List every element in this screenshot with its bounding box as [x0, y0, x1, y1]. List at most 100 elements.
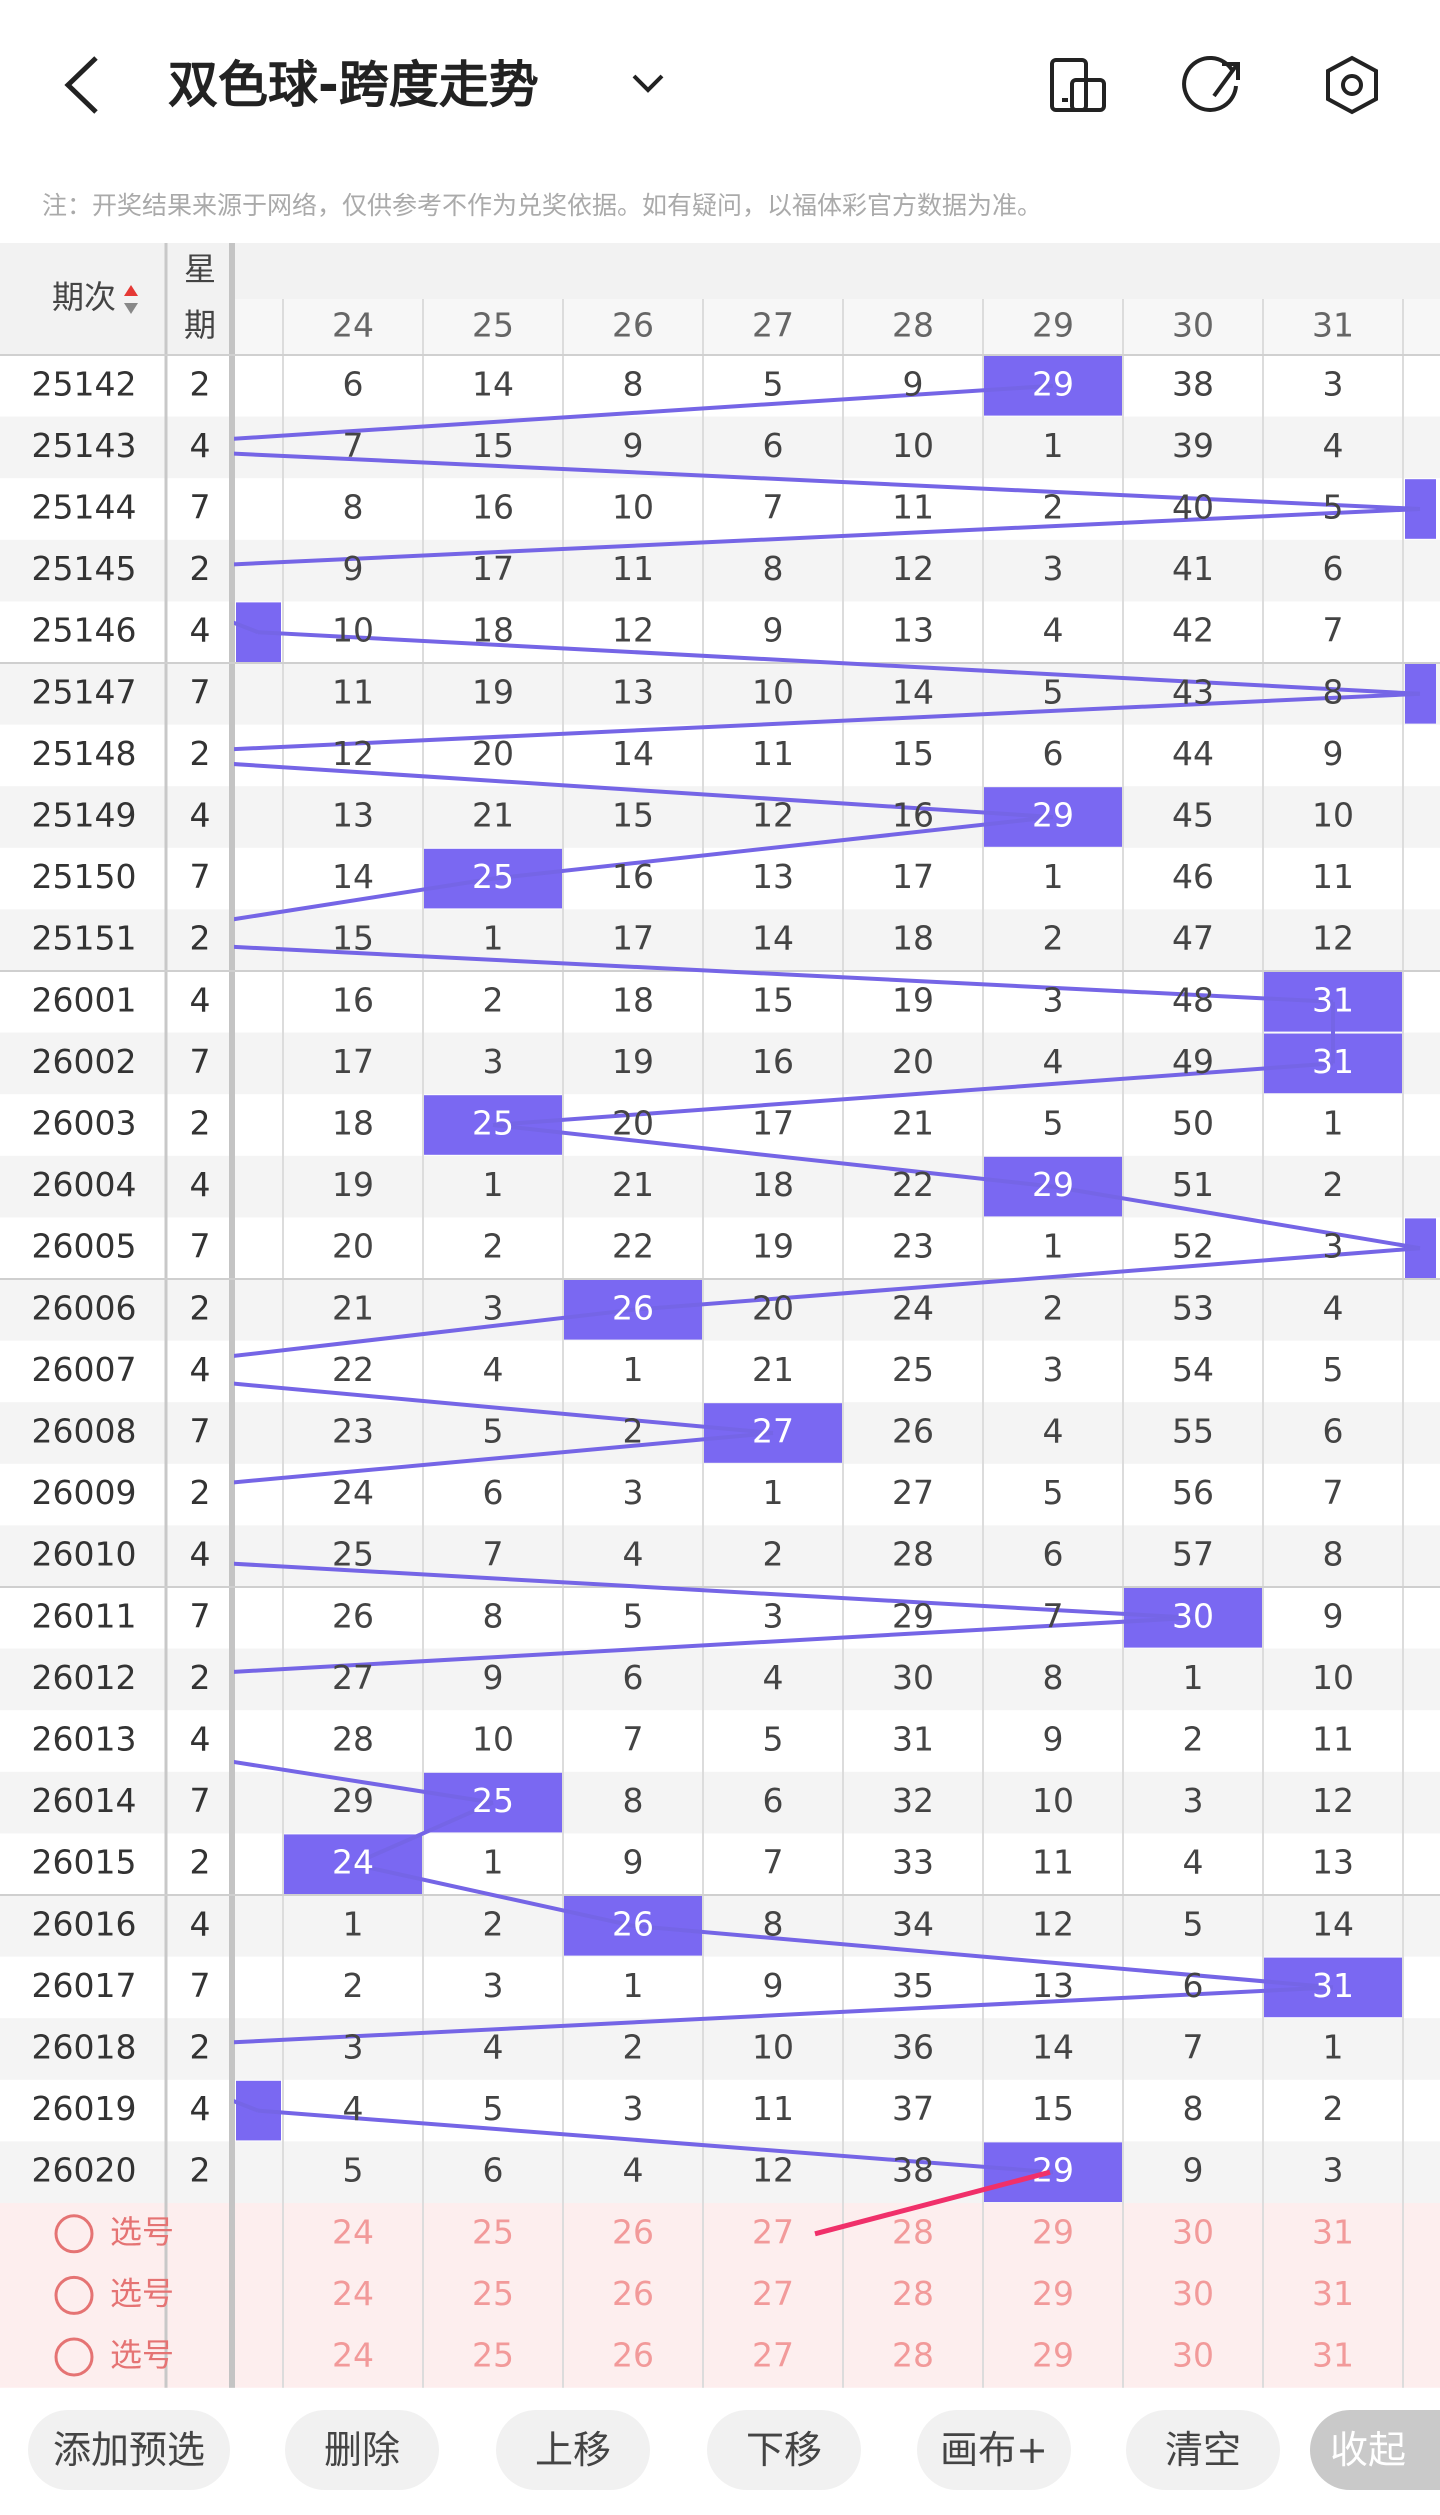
cell-value: 11 — [332, 672, 374, 711]
share-icon[interactable] — [1182, 55, 1240, 112]
page-title[interactable]: 双色球-跨度走势 — [168, 56, 539, 114]
weekday: 2 — [190, 1473, 211, 1512]
week-header: 期 — [184, 306, 216, 344]
cell-value: 1 — [1183, 1658, 1204, 1697]
select-label[interactable]: 选号 — [110, 2274, 174, 2312]
cell-value: 37 — [892, 2089, 934, 2128]
radio[interactable] — [54, 2214, 94, 2254]
cell-value: 29 — [892, 1596, 934, 1635]
cell-value: 17 — [752, 1104, 794, 1143]
select-number[interactable]: 29 — [1032, 2212, 1074, 2251]
select-number[interactable]: 28 — [892, 2274, 934, 2313]
cell-value: 16 — [752, 1042, 794, 1081]
action-button[interactable]: 画布+ — [917, 2410, 1071, 2490]
select-label[interactable]: 选号 — [110, 2213, 174, 2251]
select-label[interactable]: 选号 — [110, 2336, 174, 2374]
period: 26008 — [32, 1412, 137, 1451]
action-button[interactable]: 清空 — [1126, 2410, 1280, 2490]
action-button[interactable]: 添加预选 — [28, 2410, 230, 2490]
cell-value: 3 — [1323, 364, 1344, 403]
cell-value: 5 — [483, 1412, 504, 1451]
cell-value: 21 — [472, 796, 514, 835]
select-number[interactable]: 27 — [752, 2274, 794, 2313]
cell-value: 26 — [892, 1412, 934, 1451]
screen-icon[interactable] — [1050, 58, 1106, 112]
cell-value: 1 — [483, 1843, 504, 1882]
radio[interactable] — [54, 2337, 94, 2377]
select-number[interactable]: 29 — [1032, 2274, 1074, 2313]
row-stripe — [0, 1032, 1440, 1095]
cell-value: 5 — [623, 1596, 644, 1635]
cell-value: 10 — [332, 611, 374, 650]
select-number[interactable]: 25 — [472, 2336, 514, 2375]
cell-value: 2 — [483, 1904, 504, 1943]
select-number[interactable]: 25 — [472, 2212, 514, 2251]
cell-value: 13 — [892, 611, 934, 650]
cell-value: 28 — [892, 1535, 934, 1574]
cell-value: 20 — [472, 734, 514, 773]
cell-value: 57 — [1172, 1535, 1214, 1574]
select-number[interactable]: 26 — [612, 2274, 654, 2313]
cell-value: 16 — [472, 488, 514, 527]
column-header: 25 — [472, 306, 514, 345]
period: 26012 — [32, 1658, 137, 1697]
back-button[interactable] — [64, 56, 98, 114]
cell-value: 10 — [472, 1720, 514, 1759]
cell-value: 8 — [1183, 2089, 1204, 2128]
period: 26004 — [32, 1165, 137, 1204]
cell-value: 8 — [483, 1596, 504, 1635]
cell-value: 17 — [332, 1042, 374, 1081]
cell-value: 4 — [1043, 1412, 1064, 1451]
action-button[interactable]: 删除 — [285, 2410, 439, 2490]
action-button[interactable]: 收起 — [1310, 2410, 1440, 2490]
select-number[interactable]: 28 — [892, 2336, 934, 2375]
cell-value: 13 — [332, 796, 374, 835]
cell-value: 15 — [472, 426, 514, 465]
select-number[interactable]: 26 — [612, 2212, 654, 2251]
cell-value: 6 — [483, 1473, 504, 1512]
cell-value: 34 — [892, 1904, 934, 1943]
cell-value: 41 — [1172, 549, 1214, 588]
cell-value: 53 — [1172, 1288, 1214, 1327]
select-number[interactable]: 26 — [612, 2336, 654, 2375]
cell-value: 7 — [623, 1720, 644, 1759]
week-header: 星 — [184, 250, 216, 288]
select-number[interactable]: 30 — [1172, 2274, 1214, 2313]
select-number[interactable]: 27 — [752, 2212, 794, 2251]
cell-value: 11 — [1312, 1720, 1354, 1759]
action-button[interactable]: 下移 — [707, 2410, 861, 2490]
select-number[interactable]: 24 — [332, 2336, 374, 2375]
select-number[interactable]: 24 — [332, 2212, 374, 2251]
trend-segment — [234, 451, 1421, 511]
dropdown-icon[interactable] — [632, 74, 664, 93]
select-number[interactable]: 27 — [752, 2336, 794, 2375]
period: 25144 — [32, 488, 137, 527]
select-number[interactable]: 30 — [1172, 2336, 1214, 2375]
period: 26011 — [32, 1596, 137, 1635]
select-number[interactable]: 31 — [1312, 2212, 1354, 2251]
select-number[interactable]: 24 — [332, 2274, 374, 2313]
cell-value: 9 — [623, 1843, 644, 1882]
cell-value: 5 — [483, 2089, 504, 2128]
cell-value: 14 — [1312, 1904, 1354, 1943]
select-number[interactable]: 25 — [472, 2274, 514, 2313]
select-number[interactable]: 31 — [1312, 2274, 1354, 2313]
cell-value: 6 — [1043, 1535, 1064, 1574]
settings-icon[interactable] — [1326, 55, 1378, 115]
action-button[interactable]: 上移 — [496, 2410, 650, 2490]
weekday: 2 — [190, 1104, 211, 1143]
select-number[interactable]: 28 — [892, 2212, 934, 2251]
cell-value: 4 — [763, 1658, 784, 1697]
select-number[interactable]: 31 — [1312, 2336, 1354, 2375]
cell-value: 23 — [892, 1227, 934, 1266]
cell-value: 29 — [1032, 2151, 1074, 2190]
cell-value: 14 — [332, 857, 374, 896]
cell-value: 26 — [612, 1288, 654, 1327]
period: 26006 — [32, 1288, 137, 1327]
radio[interactable] — [54, 2275, 94, 2315]
cell-value: 27 — [752, 1412, 794, 1451]
period: 25148 — [32, 734, 137, 773]
select-number[interactable]: 30 — [1172, 2212, 1214, 2251]
select-number[interactable]: 29 — [1032, 2336, 1074, 2375]
cell-value: 54 — [1172, 1350, 1214, 1389]
